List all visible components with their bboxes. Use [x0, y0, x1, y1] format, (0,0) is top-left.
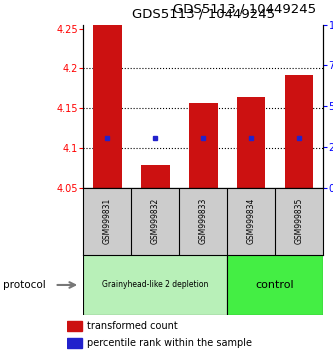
Text: protocol: protocol [3, 280, 46, 290]
Bar [67, 321, 82, 331]
Bar [285, 75, 313, 188]
Bar [67, 338, 82, 348]
Text: Grainyhead-like 2 depletion: Grainyhead-like 2 depletion [102, 280, 208, 290]
Text: GSM999833: GSM999833 [198, 198, 208, 245]
Text: GDS5113 / 10449245: GDS5113 / 10449245 [173, 3, 316, 16]
Text: transformed count: transformed count [87, 321, 178, 331]
Bar [93, 25, 122, 188]
Text: GSM999832: GSM999832 [151, 198, 160, 244]
Bar [83, 255, 227, 315]
Text: control: control [256, 280, 294, 290]
Bar [227, 255, 323, 315]
Bar [141, 165, 169, 188]
Bar [189, 103, 217, 188]
Text: GSM999831: GSM999831 [103, 198, 112, 244]
Text: GSM999835: GSM999835 [294, 198, 304, 245]
Text: percentile rank within the sample: percentile rank within the sample [87, 338, 252, 348]
Bar [237, 97, 265, 188]
Text: GSM999834: GSM999834 [246, 198, 256, 245]
Title: GDS5113 / 10449245: GDS5113 / 10449245 [132, 8, 275, 21]
